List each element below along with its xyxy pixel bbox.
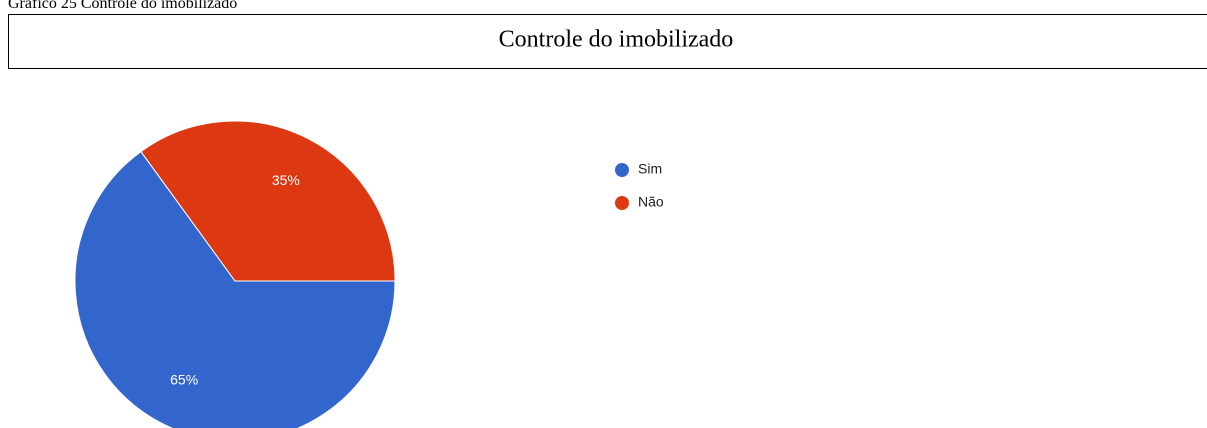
legend-label: Não bbox=[638, 194, 664, 210]
pie-slice bbox=[74, 150, 396, 428]
slice-label: 65% bbox=[170, 371, 198, 387]
title-box bbox=[8, 14, 1207, 69]
slice-label: 35% bbox=[272, 172, 300, 188]
chart-title: Controle do imobilizado bbox=[499, 27, 734, 53]
pie-slice bbox=[140, 120, 396, 282]
legend-label: Sim bbox=[638, 161, 662, 177]
legend-swatch bbox=[615, 196, 629, 210]
caption: Gráfico 25 Controle do imobilizado bbox=[8, 0, 237, 12]
legend-swatch bbox=[615, 163, 629, 177]
